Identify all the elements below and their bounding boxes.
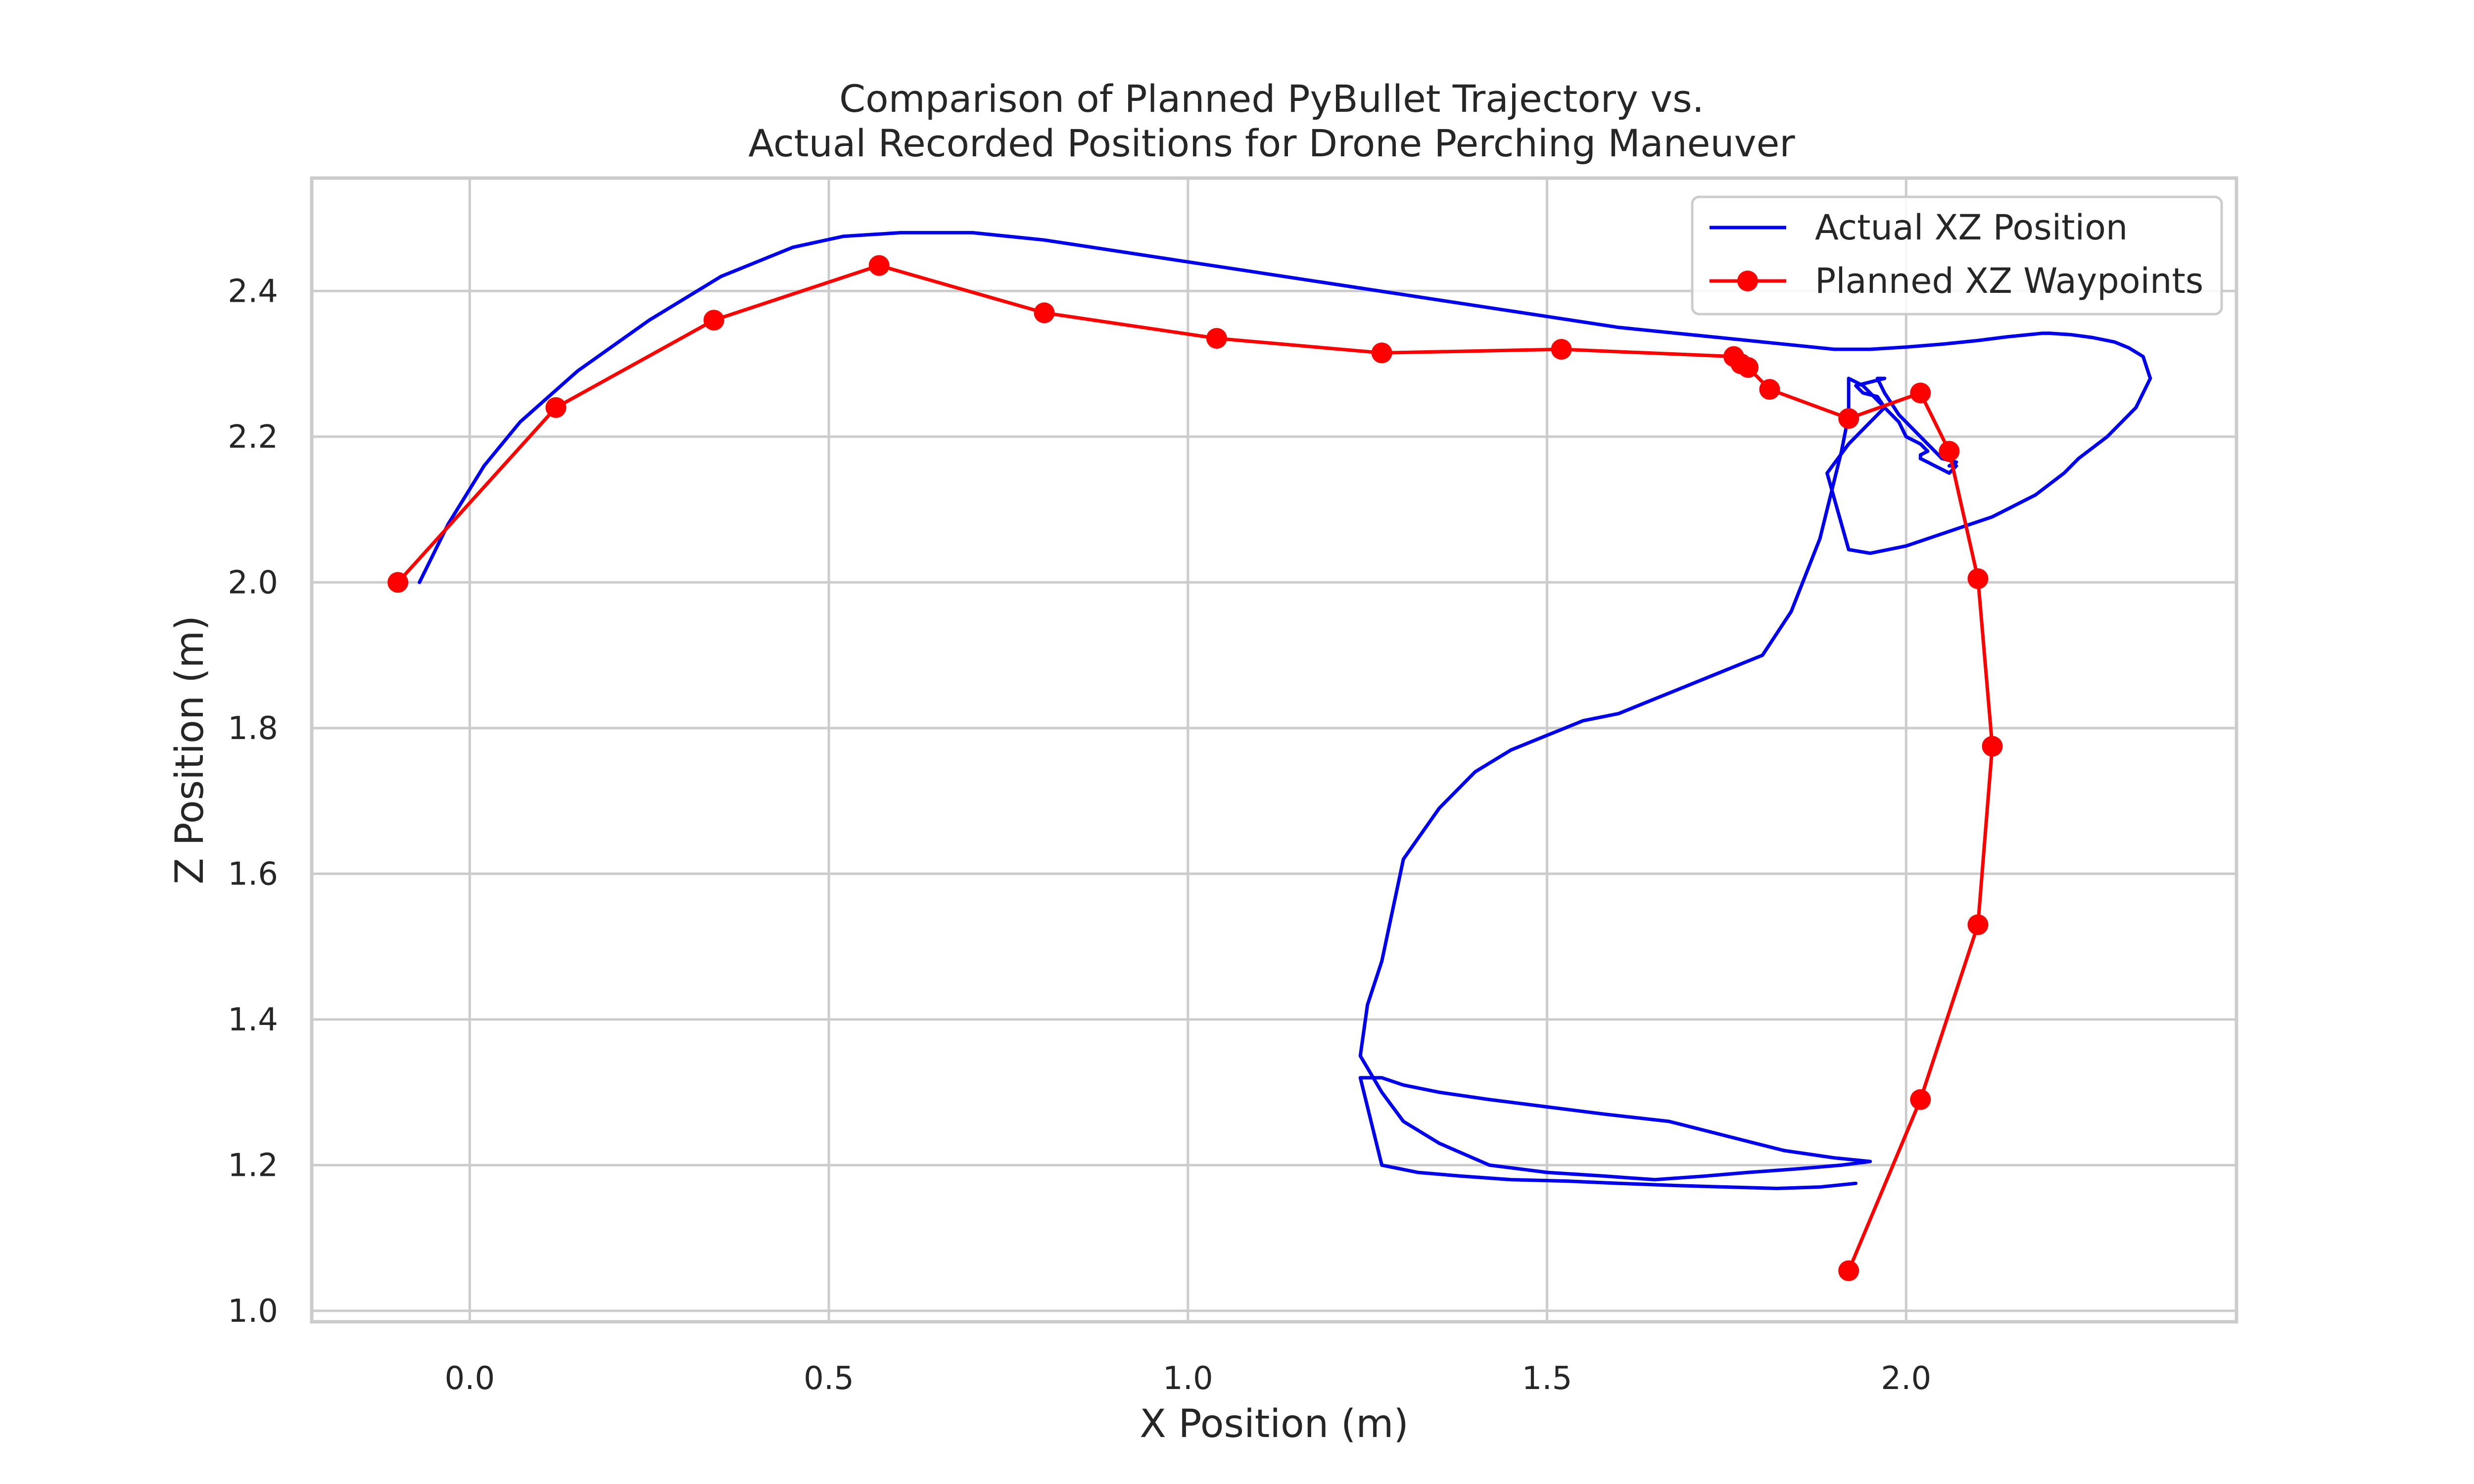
planned-waypoint-marker [1759, 379, 1780, 400]
x-tick-label: 0.5 [804, 1360, 854, 1397]
y-axis-label: Z Position (m) [168, 615, 212, 884]
chart-title: Comparison of Planned PyBullet Trajector… [748, 77, 1795, 165]
planned-waypoint-marker [1034, 302, 1055, 324]
x-tick-labels: 0.0 0.5 1.0 1.5 2.0 [444, 1360, 1931, 1397]
planned-waypoint-marker [1206, 328, 1227, 349]
y-tick-label: 1.2 [228, 1147, 278, 1184]
planned-waypoint-marker [545, 397, 567, 418]
y-tick-label: 1.0 [228, 1293, 278, 1330]
y-gridlines [312, 289, 2236, 1312]
planned-waypoint-marker [1939, 441, 1960, 462]
planned-waypoint-marker [1738, 357, 1759, 378]
legend-planned-label: Planned XZ Waypoints [1815, 261, 2203, 301]
chart-title-line-1: Comparison of Planned PyBullet Trajector… [839, 77, 1704, 121]
planned-waypoint-marker [1967, 914, 1989, 935]
y-tick-label: 2.4 [228, 273, 278, 310]
planned-waypoint-marker [387, 572, 409, 593]
planned-waypoint-marker [1551, 339, 1572, 360]
y-tick-label: 1.6 [228, 856, 278, 892]
x-tick-label: 1.0 [1163, 1360, 1213, 1397]
planned-waypoint-marker [1982, 736, 2003, 757]
y-tick-label: 2.2 [228, 419, 278, 456]
planned-waypoint-marker [1910, 1089, 1931, 1110]
series-layer [387, 231, 2152, 1281]
x-tick-label: 2.0 [1881, 1360, 1931, 1397]
x-tick-label: 0.0 [444, 1360, 495, 1397]
y-tick-label: 2.0 [228, 564, 278, 601]
actual-position-line [418, 231, 2152, 1190]
chart-title-line-2: Actual Recorded Positions for Drone Perc… [748, 121, 1795, 165]
legend-box [1691, 195, 2223, 316]
planned-waypoint-marker [703, 310, 724, 331]
planned-waypoint-marker [1967, 568, 1989, 589]
legend-planned-marker [1737, 271, 1758, 291]
legend-actual-label: Actual XZ Position [1815, 207, 2128, 248]
planned-waypoint-marker [868, 255, 890, 276]
y-tick-label: 1.4 [228, 1002, 278, 1038]
planned-waypoint-marker [1838, 1260, 1859, 1281]
x-axis-label: X Position (m) [1140, 1402, 1409, 1446]
legend: Actual XZ Position Planned XZ Waypoints [1691, 195, 2223, 316]
y-tick-label: 1.8 [228, 710, 278, 747]
y-tick-labels: 1.0 1.2 1.4 1.6 1.8 2.0 2.2 2.4 [228, 273, 278, 1330]
planned-waypoint-marker [1910, 382, 1931, 404]
x-tick-label: 1.5 [1522, 1360, 1572, 1397]
planned-waypoint-marker [1838, 408, 1859, 429]
plot-area-frame [310, 176, 2238, 1324]
planned-waypoint-marker [1371, 342, 1392, 364]
x-gridlines [468, 178, 1907, 1322]
